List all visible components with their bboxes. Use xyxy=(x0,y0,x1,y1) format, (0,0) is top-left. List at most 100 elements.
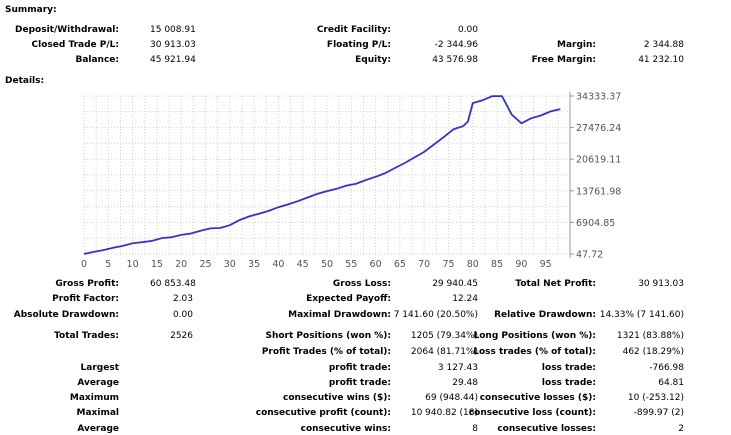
summary-heading: Summary: xyxy=(5,5,57,15)
free-margin-value: 41 232.10 xyxy=(638,55,684,65)
long-positions-value: 1321 (83.88%) xyxy=(616,331,684,341)
x-tick-label: 95 xyxy=(540,259,552,270)
average-loss-value: 64.81 xyxy=(658,378,684,388)
y-axis-ticks: 34333.37 27476.24 20619.11 13761.98 6904.85 4… xyxy=(570,92,621,261)
max-consecutive-profit-label: consecutive profit (count): xyxy=(255,408,391,418)
max-consecutive-profit-value: 10 940.82 (18) xyxy=(410,408,478,418)
avg-consecutive-losses-label: consecutive losses: xyxy=(497,424,596,434)
y-tick-label: 6904.85 xyxy=(576,218,615,229)
y-tick-label: 47.72 xyxy=(576,250,603,261)
equity-value: 43 576.98 xyxy=(432,55,478,65)
margin-value: 2 344.88 xyxy=(643,40,684,50)
relative-drawdown-label: Relative Drawdown: xyxy=(494,310,596,320)
x-axis-ticks: 0 5 10 15 20 25 30 35 40 45 50 55 60 65 70 75 80 85 90 95 xyxy=(81,259,552,270)
largest-loss-value: -766.98 xyxy=(649,363,684,373)
largest-loss-label: loss trade: xyxy=(541,363,596,373)
balance-chart: 34333.37 27476.24 20619.11 13761.98 6904.85 4… xyxy=(81,92,621,271)
largest-profit-value: 3 127.43 xyxy=(437,363,478,373)
average-profit-label: profit trade: xyxy=(328,378,391,388)
chart-grid xyxy=(83,92,571,258)
max-consecutive-losses-label: consecutive losses ($): xyxy=(479,393,596,403)
x-tick-label: 80 xyxy=(467,259,479,270)
average-consecutive-label: Average xyxy=(77,424,119,434)
margin-label: Margin: xyxy=(556,40,596,50)
gross-loss-label: Gross Loss: xyxy=(332,279,391,289)
avg-consecutive-losses-value: 2 xyxy=(678,424,684,434)
closed-pl-value: 30 913.03 xyxy=(150,40,196,50)
max-consecutive-losses-value: 10 (-253.12) xyxy=(627,393,684,403)
maximal-drawdown-value: 7 141.60 (20.50%) xyxy=(393,310,478,320)
x-tick-label: 10 xyxy=(127,259,139,270)
x-tick-label: 15 xyxy=(151,259,163,270)
maximum-label: Maximum xyxy=(69,393,119,403)
loss-trades-label: Loss trades (% of total): xyxy=(473,347,596,357)
total-net-profit-value: 30 913.03 xyxy=(638,279,684,289)
floating-pl-label: Floating P/L: xyxy=(326,40,391,50)
x-tick-label: 40 xyxy=(272,259,284,270)
gross-loss-value: 29 940.45 xyxy=(432,279,478,289)
profit-factor-label: Profit Factor: xyxy=(52,294,119,304)
gross-profit-value: 60 853.48 xyxy=(150,279,196,289)
max-consecutive-loss-value: -899.97 (2) xyxy=(633,408,684,418)
x-tick-label: 75 xyxy=(442,259,454,270)
floating-pl-value: -2 344.96 xyxy=(434,40,478,50)
max-consecutive-wins-value: 69 (948.44) xyxy=(425,393,478,403)
avg-consecutive-wins-label: consecutive wins: xyxy=(300,424,391,434)
y-tick-label: 13761.98 xyxy=(576,186,621,197)
balance-value: 45 921.94 xyxy=(150,55,196,65)
average-label: Average xyxy=(77,378,119,388)
balance-label: Balance: xyxy=(75,55,119,65)
total-trades-label: Total Trades: xyxy=(54,331,119,341)
short-positions-value: 1205 (79.34%) xyxy=(410,331,478,341)
deposit-label: Deposit/Withdrawal: xyxy=(15,25,119,35)
x-tick-label: 5 xyxy=(105,259,111,270)
expected-payoff-value: 12.24 xyxy=(452,294,478,304)
equity-label: Equity: xyxy=(355,55,391,65)
average-loss-label: loss trade: xyxy=(541,378,596,388)
x-tick-label: 30 xyxy=(224,259,236,270)
x-tick-label: 50 xyxy=(321,259,333,270)
profit-factor-value: 2.03 xyxy=(172,294,193,304)
y-tick-label: 27476.24 xyxy=(576,123,621,134)
credit-label: Credit Facility: xyxy=(316,25,391,35)
avg-consecutive-wins-value: 8 xyxy=(472,424,478,434)
x-tick-label: 90 xyxy=(515,259,527,270)
max-consecutive-loss-label: consecutive loss (count): xyxy=(468,408,596,418)
deposit-value: 15 008.91 xyxy=(150,25,196,35)
expected-payoff-label: Expected Payoff: xyxy=(306,294,391,304)
largest-profit-label: profit trade: xyxy=(328,363,391,373)
short-positions-label: Short Positions (won %): xyxy=(265,331,391,341)
x-tick-label: 70 xyxy=(418,259,430,270)
absolute-drawdown-value: 0.00 xyxy=(172,310,193,320)
closed-pl-label: Closed Trade P/L: xyxy=(31,40,119,50)
x-tick-label: 45 xyxy=(297,259,309,270)
profit-trades-label: Profit Trades (% of total): xyxy=(261,347,391,357)
details-heading: Details: xyxy=(5,76,45,86)
absolute-drawdown-label: Absolute Drawdown: xyxy=(13,310,119,320)
x-tick-label: 55 xyxy=(345,259,357,270)
x-tick-label: 20 xyxy=(175,259,187,270)
credit-value: 0.00 xyxy=(457,25,478,35)
max-consecutive-wins-label: consecutive wins ($): xyxy=(282,393,391,403)
profit-trades-value: 2064 (81.71%) xyxy=(410,347,478,357)
free-margin-label: Free Margin: xyxy=(531,55,596,65)
x-tick-label: 85 xyxy=(491,259,503,270)
total-net-profit-label: Total Net Profit: xyxy=(515,279,596,289)
largest-label: Largest xyxy=(80,363,119,373)
y-tick-label: 20619.11 xyxy=(576,155,621,166)
loss-trades-value: 462 (18.29%) xyxy=(622,347,684,357)
maximal-label: Maximal xyxy=(76,408,119,418)
x-tick-label: 25 xyxy=(199,259,211,270)
gross-profit-label: Gross Profit: xyxy=(55,279,119,289)
x-tick-label: 0 xyxy=(81,259,87,270)
x-tick-label: 60 xyxy=(370,259,382,270)
average-profit-value: 29.48 xyxy=(452,378,478,388)
y-tick-label: 34333.37 xyxy=(576,92,621,103)
maximal-drawdown-label: Maximal Drawdown: xyxy=(288,310,391,320)
long-positions-label: Long Positions (won %): xyxy=(473,331,596,341)
balance-line xyxy=(83,95,561,255)
relative-drawdown-value: 14.33% (7 141.60) xyxy=(599,310,684,320)
x-tick-label: 65 xyxy=(394,259,406,270)
total-trades-value: 2526 xyxy=(170,331,193,341)
x-tick-label: 35 xyxy=(248,259,260,270)
